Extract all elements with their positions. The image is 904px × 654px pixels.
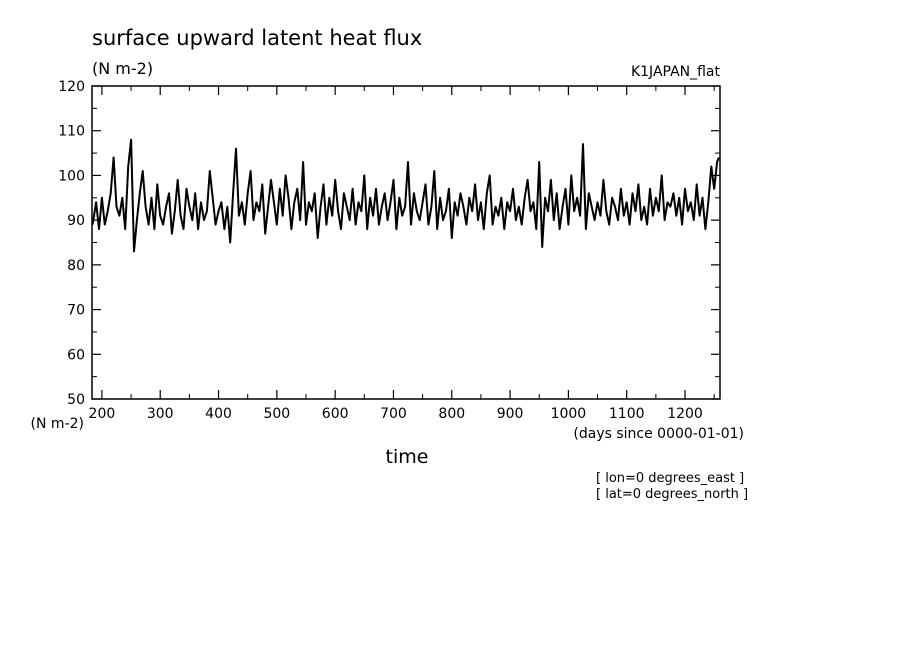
y-axis-units: (N m-2)	[31, 416, 84, 432]
x-tick-label: 200	[89, 406, 116, 422]
y-axis: 50 60 70 80 90 100 110 120	[58, 79, 720, 408]
x-tick-label: 500	[263, 406, 290, 422]
y-tick-label: 50	[67, 392, 85, 408]
lat-note: [ lat=0 degrees_north ]	[596, 487, 748, 502]
x-tick-label: 1100	[609, 406, 645, 422]
x-tick-label: 800	[438, 406, 465, 422]
y-tick-label: 80	[67, 258, 85, 274]
x-tick-label: 1000	[551, 406, 587, 422]
x-axis-label: time	[386, 446, 429, 468]
y-tick-label: 70	[67, 303, 85, 319]
x-axis-units: (days since 0000-01-01)	[573, 426, 744, 442]
x-tick-label: 300	[147, 406, 174, 422]
experiment-label: K1JAPAN_flat	[631, 64, 721, 80]
y-tick-label: 120	[58, 79, 85, 95]
x-tick-label: 600	[322, 406, 349, 422]
x-tick-label: 1200	[667, 406, 703, 422]
x-tick-label: 900	[497, 406, 524, 422]
series-line	[91, 138, 720, 253]
chart-title: surface upward latent heat flux	[92, 26, 422, 50]
y-tick-label: 60	[67, 347, 85, 363]
y-tick-label: 90	[67, 213, 85, 229]
y-tick-label: 100	[58, 168, 85, 184]
y-tick-label: 110	[58, 124, 85, 140]
x-axis: 200 300 400 500 600 700 800 900 1000 1100 1200	[89, 86, 715, 422]
x-tick-label: 400	[205, 406, 232, 422]
title-units: (N m-2)	[92, 59, 153, 78]
plot-frame	[91, 85, 721, 400]
lon-note: [ lon=0 degrees_east ]	[596, 471, 744, 486]
x-tick-label: 700	[380, 406, 407, 422]
